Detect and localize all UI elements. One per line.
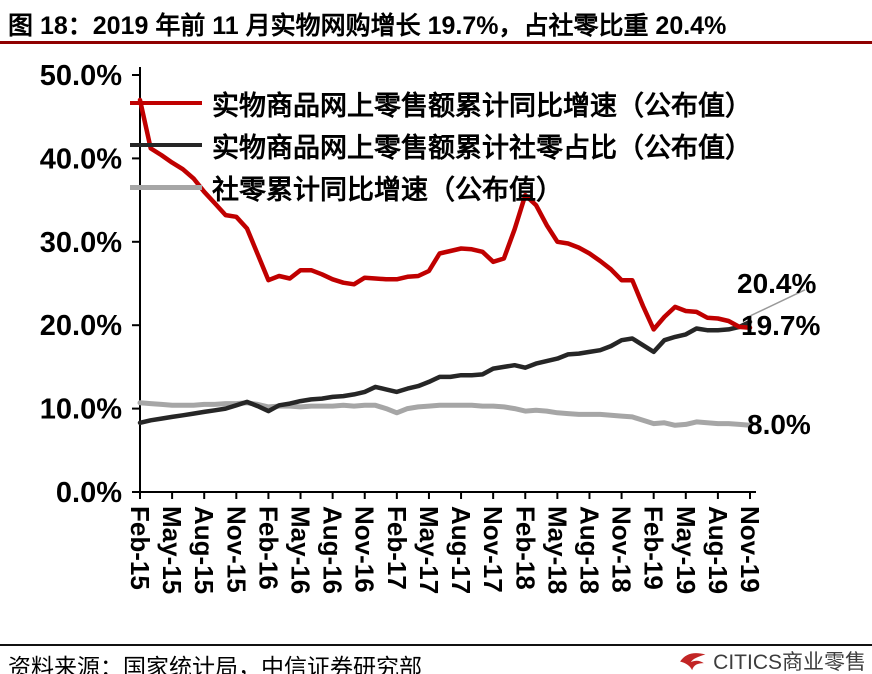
legend-line-swatch-red — [130, 101, 202, 105]
legend-item-retail-growth: 社零累计同比增速（公布值） — [130, 166, 752, 208]
x-tick-label: Nov-18 — [607, 506, 637, 593]
y-tick-label: 10.0% — [40, 394, 122, 426]
legend-item-share: 实物商品网上零售额累计社零占比（公布值） — [130, 124, 752, 166]
x-tick-label: Nov-17 — [478, 506, 508, 593]
x-tick-label: Nov-15 — [221, 506, 251, 593]
x-tick-label: Feb-15 — [125, 506, 155, 590]
legend-line-swatch-black — [130, 143, 202, 147]
x-tick-label: Aug-16 — [318, 506, 348, 594]
brand-name: CITICS商业零售 — [713, 651, 866, 674]
legend-item-online-growth: 实物商品网上零售额累计同比增速（公布值） — [130, 82, 752, 124]
legend-label-online-growth: 实物商品网上零售额累计同比增速（公布值） — [212, 90, 752, 121]
source-note: 资料来源：国家统计局，中信证券研究部 — [8, 654, 422, 674]
x-tick-label: May-17 — [414, 506, 444, 594]
annotation-online-growth-end-value: 19.7% — [741, 310, 821, 341]
brand-badge: CITICS商业零售 — [679, 646, 866, 674]
chart-legend: 实物商品网上零售额累计同比增速（公布值） 实物商品网上零售额累计社零占比（公布值… — [130, 82, 752, 208]
series-line-1 — [137, 97, 753, 332]
legend-label-retail-growth: 社零累计同比增速（公布值） — [212, 174, 563, 205]
footer-rule — [0, 644, 872, 646]
x-tick-label: Aug-19 — [703, 506, 733, 594]
x-tick-label: May-19 — [671, 506, 701, 594]
chart-canvas: 0.0%10.0%20.0%30.0%40.0%50.0%Feb-15 May-1… — [40, 60, 806, 594]
x-tick-label: May-16 — [286, 506, 316, 594]
annotation-leader-line — [743, 289, 806, 320]
x-tick-label: Nov-16 — [350, 506, 380, 593]
y-tick-label: 30.0% — [40, 227, 122, 259]
x-tick-label: Feb-19 — [639, 506, 669, 590]
x-tick-label: May-18 — [542, 506, 572, 594]
y-tick-label: 0.0% — [56, 477, 122, 509]
figure-title: 图 18：2019 年前 11 月实物网购增长 19.7%，占社零比重 20.4… — [8, 12, 727, 40]
y-tick-label: 50.0% — [40, 60, 122, 92]
citics-logo-icon — [680, 653, 706, 671]
annotation-retail-growth-end-value: 8.0% — [747, 409, 811, 440]
legend-label-share: 实物商品网上零售额累计社零占比（公布值） — [212, 132, 752, 163]
y-tick-label: 20.0% — [40, 310, 122, 342]
x-tick-label: Aug-17 — [446, 506, 476, 594]
legend-line-swatch-gray — [130, 184, 202, 190]
title-rule — [0, 41, 872, 44]
x-tick-label: Feb-17 — [382, 506, 412, 590]
annotation-share-end-value: 20.4% — [737, 268, 817, 299]
x-tick-label: Feb-16 — [253, 506, 283, 590]
x-tick-label: Aug-18 — [574, 506, 604, 594]
series-line-2 — [137, 319, 753, 426]
x-tick-label: May-15 — [157, 506, 187, 594]
x-tick-label: Feb-18 — [510, 506, 540, 590]
x-tick-label: Nov-19 — [735, 506, 765, 593]
y-tick-label: 40.0% — [40, 143, 122, 175]
x-tick-label: Aug-15 — [189, 506, 219, 594]
